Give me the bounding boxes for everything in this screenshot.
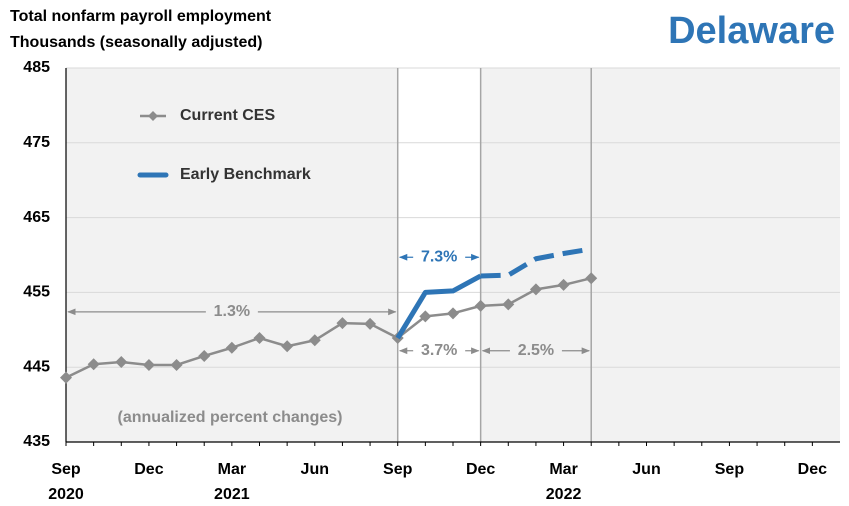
y-tick-label: 475 — [23, 134, 50, 151]
data-point — [253, 332, 266, 345]
data-point — [585, 272, 598, 285]
chart-subtitle: Thousands (seasonally adjusted) — [10, 34, 263, 51]
y-tick-label: 435 — [23, 433, 50, 450]
x-tick-label: Dec — [466, 461, 495, 478]
y-tick-label: 455 — [23, 284, 50, 301]
annotation-label: 7.3% — [421, 248, 457, 265]
data-point — [142, 358, 155, 371]
data-point — [419, 310, 432, 323]
year-label: 2021 — [214, 486, 250, 503]
note: (annualized percent changes) — [118, 409, 343, 426]
chart-title: Total nonfarm payroll employment — [10, 8, 272, 25]
annotation-label: 2.5% — [518, 342, 554, 359]
y-tick-label: 465 — [23, 209, 50, 226]
data-point — [225, 341, 238, 354]
data-point — [308, 334, 321, 347]
data-point — [502, 298, 515, 311]
data-point — [198, 349, 211, 362]
data-point — [87, 358, 100, 371]
data-point — [336, 317, 349, 330]
data-point — [447, 307, 459, 320]
y-tick-label: 445 — [23, 358, 50, 375]
data-point — [281, 340, 294, 353]
annotation-label: 1.3% — [214, 303, 250, 320]
legend-label: Current CES — [180, 107, 275, 124]
y-tick-label: 485 — [23, 59, 50, 76]
data-point — [557, 278, 570, 291]
data-point — [474, 299, 487, 312]
year-label: 2020 — [48, 486, 84, 503]
x-tick-label: Sep — [383, 461, 413, 478]
x-tick-label: Jun — [632, 461, 660, 478]
x-tick-label: Jun — [301, 461, 329, 478]
highlight-band — [397, 68, 481, 442]
legend-marker — [148, 111, 158, 121]
x-tick-label: Sep — [715, 461, 745, 478]
year-label: 2022 — [546, 486, 582, 503]
data-point — [115, 355, 128, 368]
data-point — [529, 283, 542, 296]
annotation-label: 3.7% — [421, 342, 457, 359]
x-tick-label: Mar — [218, 461, 246, 478]
region-title: Delaware — [668, 10, 835, 52]
x-tick-label: Mar — [549, 461, 577, 478]
x-tick-label: Dec — [798, 461, 827, 478]
data-point — [364, 317, 377, 330]
series-line — [395, 273, 482, 340]
legend-label: Early Benchmark — [180, 166, 311, 183]
data-point — [60, 371, 72, 384]
data-point — [170, 358, 183, 371]
series-line — [480, 246, 592, 279]
x-tick-label: Sep — [51, 461, 81, 478]
x-tick-label: Dec — [134, 461, 163, 478]
